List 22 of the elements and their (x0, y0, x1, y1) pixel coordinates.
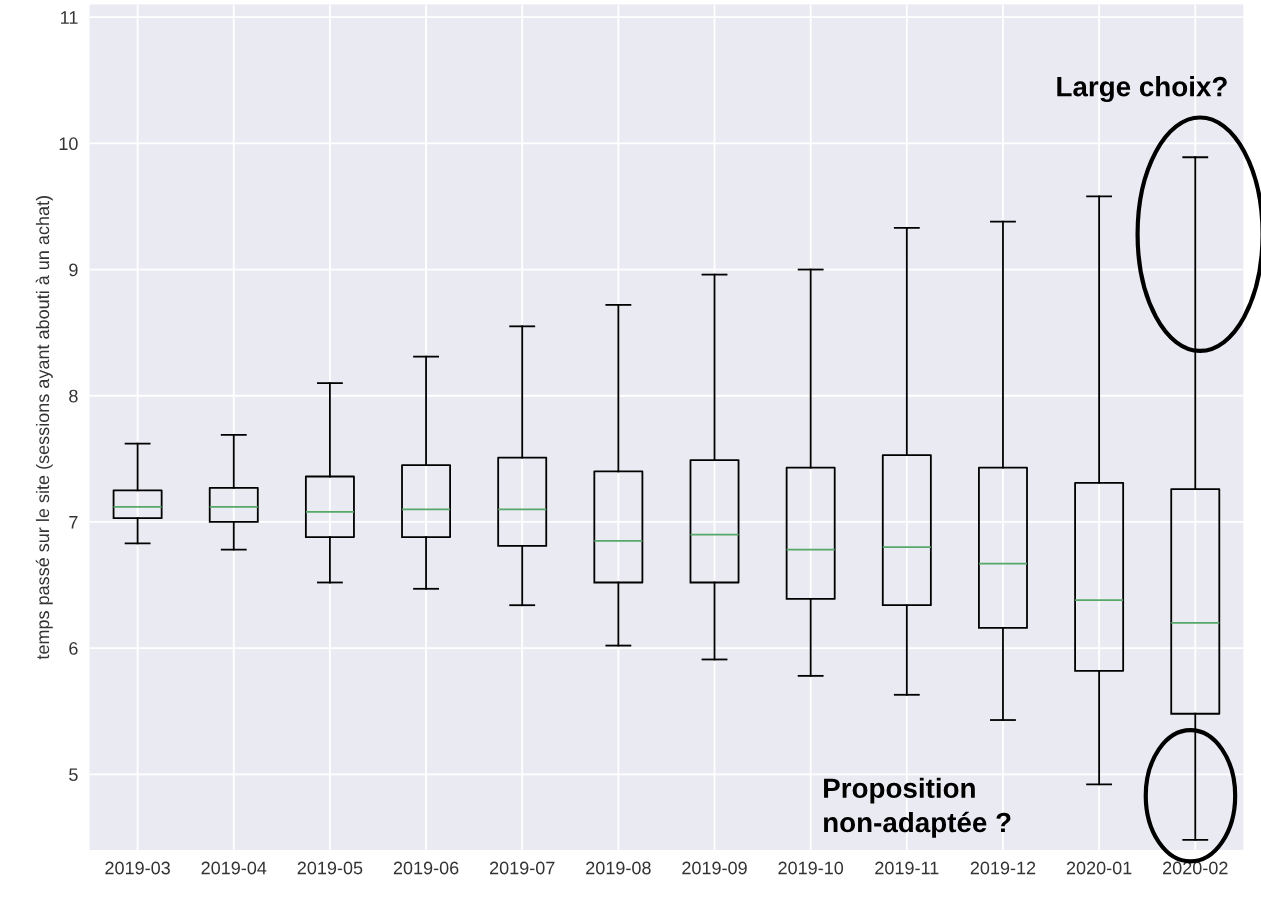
x-tick-label: 2020-01 (1066, 861, 1132, 875)
x-tick-label: 2019-12 (970, 861, 1036, 875)
y-axis-title: temps passé sur le site (sessions ayant abouti à un achat) (35, 196, 53, 660)
x-tick-label: 2020-02 (1163, 861, 1228, 875)
x-tick-label: 2019-03 (105, 861, 170, 875)
x-tick-label: 2019-04 (201, 861, 267, 875)
x-tick-label: 2019-10 (778, 861, 844, 875)
y-tick-label: 7 (69, 516, 78, 529)
annotation: Proposition non-adaptée ? (824, 777, 1011, 838)
y-tick-label: 8 (69, 389, 78, 403)
y-tick-label: 9 (69, 263, 78, 277)
y-tick-label: 11 (61, 11, 78, 24)
annotation: Large choix? (1057, 76, 1227, 103)
x-tick-label: 2019-11 (875, 861, 939, 875)
x-tick-label: 2019-05 (297, 861, 363, 875)
y-tick-label: 6 (69, 642, 78, 655)
x-tick-label: 2019-07 (489, 861, 555, 875)
x-tick-label: 2019-09 (682, 861, 747, 875)
y-tick-label: 10 (59, 137, 78, 151)
x-tick-label: 2019-06 (393, 861, 459, 875)
x-tick-label: 2019-08 (586, 861, 651, 875)
y-tick-label: 5 (69, 768, 78, 782)
